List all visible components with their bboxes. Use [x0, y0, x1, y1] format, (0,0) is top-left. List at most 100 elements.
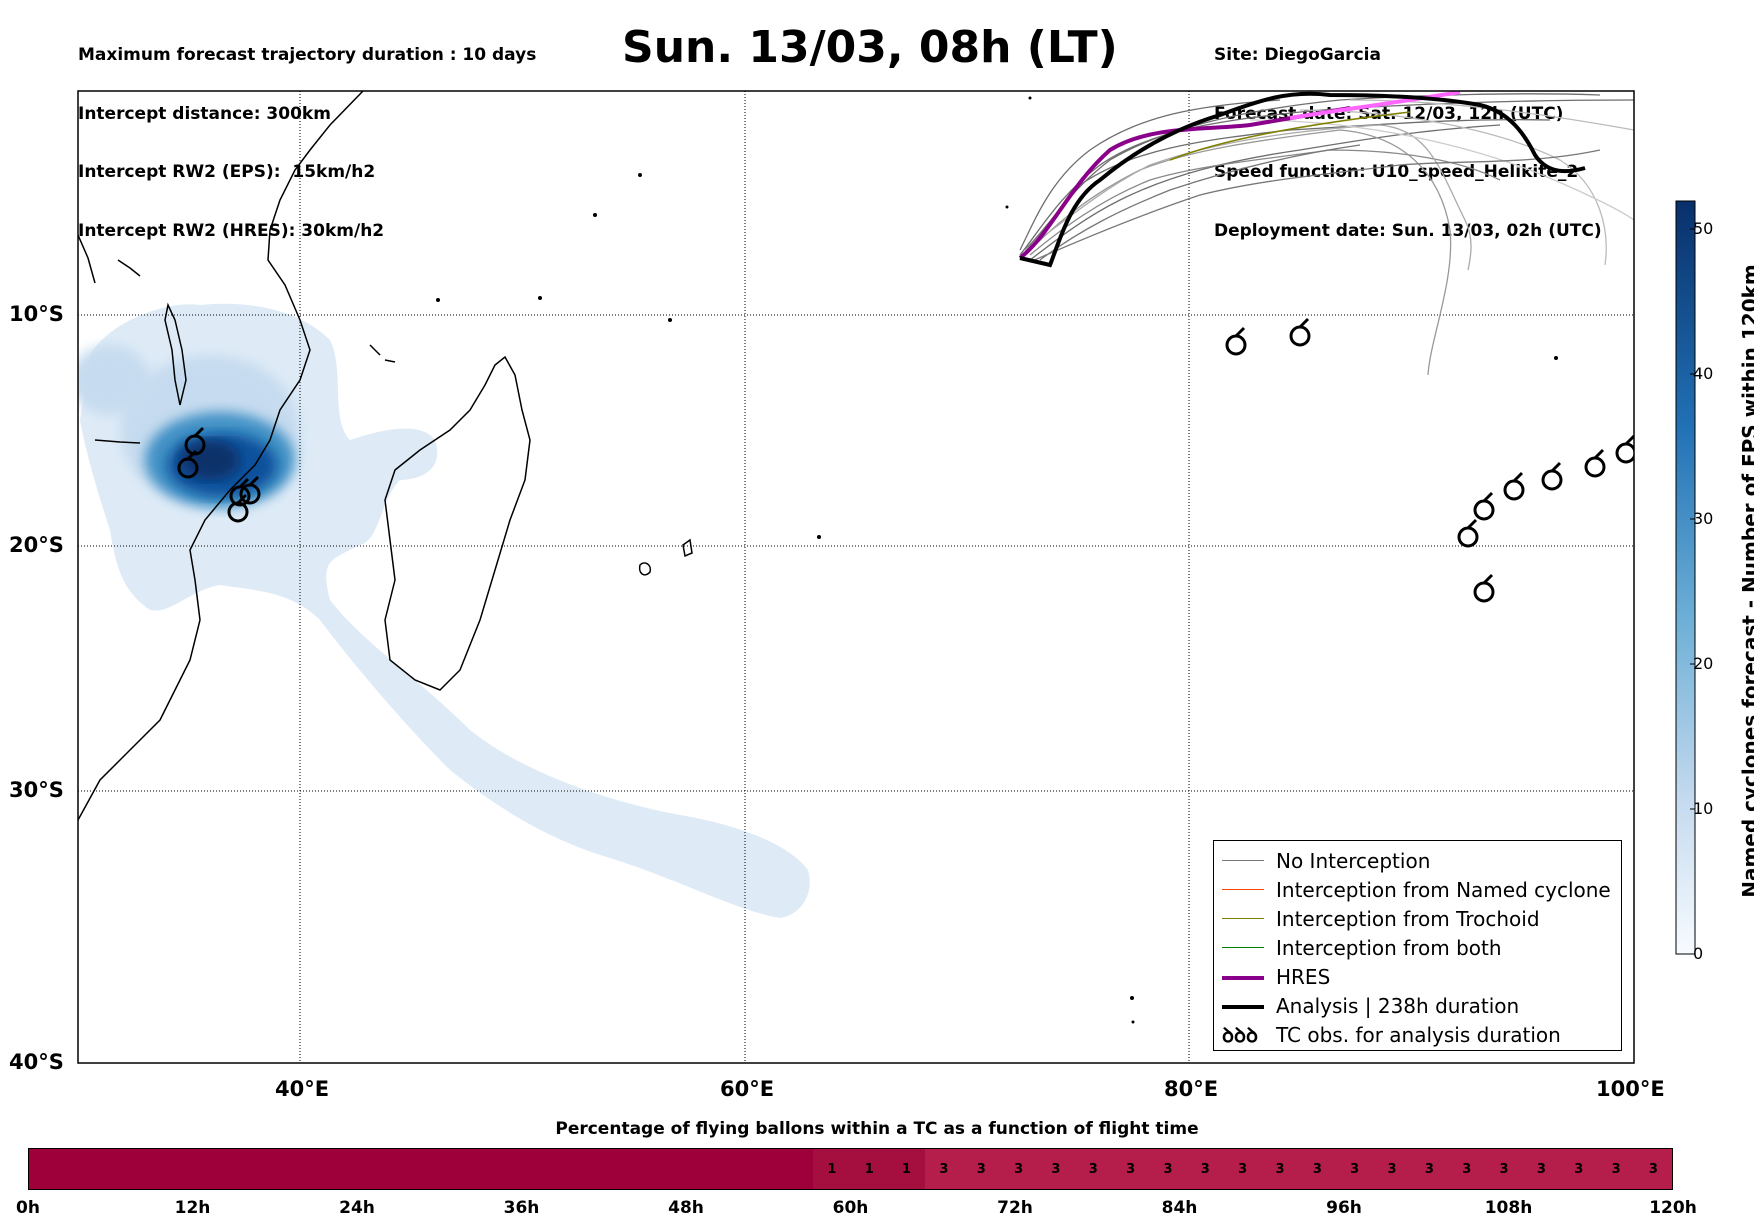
flight-bar-tick-label: 0h [16, 1198, 40, 1218]
tc-symbol [177, 449, 199, 479]
flight-bar-cell: 3 [1074, 1149, 1112, 1189]
lat-label-40s: 40°S [9, 1050, 64, 1074]
legend-swatch [1222, 947, 1264, 948]
lat-label-20s: 20°S [9, 533, 64, 557]
trajectory-no-interception [1019, 99, 1281, 251]
flight-bar-cell [253, 1149, 291, 1189]
lon-label-100e: 100°E [1596, 1077, 1665, 1101]
flight-bar-cell: 3 [1373, 1149, 1411, 1189]
tc-symbol [1289, 317, 1311, 347]
flight-bar-cell: 3 [1448, 1149, 1486, 1189]
flight-bar-cell [29, 1149, 67, 1189]
lon-label-60e: 60°E [720, 1077, 775, 1101]
flight-bar-cell: 3 [925, 1149, 963, 1189]
header-line-forecast-date: Forecast date: Sat. 12/03, 12h (UTC) [1214, 103, 1564, 124]
flight-bar-tick-label: 24h [339, 1198, 375, 1218]
colorbar-tick-20: 20 [1693, 654, 1714, 673]
island-dot [593, 213, 597, 217]
legend-item-trochoid: Interception from Trochoid [1214, 905, 1621, 933]
flight-bar-cell: 3 [1597, 1149, 1635, 1189]
legend-item-no-interception: No Interception [1214, 847, 1621, 875]
legend-item-analysis: Analysis | 238h duration [1214, 992, 1621, 1020]
trajectory-no-interception [1029, 149, 1601, 263]
africa-coastline [78, 91, 364, 821]
flight-bar-cell: 3 [962, 1149, 1000, 1189]
legend-item-hres: HRES [1214, 963, 1621, 991]
coastline-fragment-1 [78, 234, 96, 284]
header-left-info: Maximum forecast trajectory duration : 1… [78, 7, 536, 261]
tc-symbol [1457, 518, 1479, 548]
header-line-duration: Maximum forecast trajectory duration : 1… [78, 45, 537, 65]
legend-swatch [1222, 1005, 1264, 1009]
header-line-site: Site: DiegoGarcia [1214, 45, 1381, 65]
tc-symbol [1615, 434, 1634, 464]
header-line-rw2-hres: Intercept RW2 (HRES): 30km/h2 [78, 220, 385, 241]
legend-swatch [1222, 918, 1264, 919]
tc-symbol [229, 477, 251, 507]
island-dot [668, 318, 672, 322]
tc-symbol [239, 475, 261, 505]
mauritius-island [682, 538, 693, 558]
flight-bar-cell: 1 [813, 1149, 851, 1189]
trajectory-no-interception [1039, 144, 1361, 261]
flight-bar-cell: 3 [1522, 1149, 1561, 1189]
island-dot [1130, 996, 1134, 1000]
flight-bar-cell [626, 1149, 664, 1189]
flight-bar-cell [178, 1149, 216, 1189]
flight-bar-tick-label: 36h [503, 1198, 540, 1218]
trajectory-trochoid [1169, 111, 1411, 161]
legend-label: Interception from both [1276, 936, 1502, 960]
colorbar-title: Named cyclones forecast - Number of EPS … [1738, 264, 1754, 898]
flight-bar-cell [66, 1149, 104, 1189]
coastline-fragment-3 [369, 344, 396, 363]
island-dot [1005, 205, 1009, 209]
flight-bar-cell: 3 [1298, 1149, 1337, 1189]
flight-bar-cell [775, 1149, 814, 1189]
tc-symbol [1225, 326, 1247, 356]
header-line-deployment-date: Deployment date: Sun. 13/03, 02h (UTC) [1214, 220, 1602, 241]
flight-bar-cell: 3 [1111, 1149, 1150, 1189]
coastlines [78, 91, 693, 821]
island-dot [1554, 356, 1558, 360]
flight-bar-cell: 3 [999, 1149, 1038, 1189]
flight-bar-cell: 3 [1410, 1149, 1449, 1189]
island-dot [638, 173, 642, 177]
flight-bar-cell: 3 [1224, 1149, 1262, 1189]
colorbar-tick-10: 10 [1693, 799, 1714, 818]
tc-symbol [1473, 491, 1495, 521]
trajectory-hres-pink [1289, 91, 1461, 120]
trajectory-no-interception [1024, 124, 1472, 271]
tc-symbol-icon: ꝺꝺꝺ [1222, 1023, 1258, 1047]
small-islands [436, 96, 1558, 1024]
trajectory-no-interception [1029, 124, 1501, 261]
flight-bar-cell [103, 1149, 142, 1189]
tc-symbol [227, 493, 249, 523]
legend-item-both: Interception from both [1214, 934, 1621, 962]
trajectory-no-interception [1299, 109, 1607, 266]
trajectory-no-interception [1019, 99, 1634, 256]
legend-item-tc-obs: ꝺꝺꝺ TC obs. for analysis duration [1214, 1021, 1621, 1049]
flight-bar-cell [477, 1149, 515, 1189]
colorbar-tick-0: 0 [1693, 944, 1704, 963]
tc-symbol [1541, 461, 1563, 491]
flight-bar-cell [514, 1149, 552, 1189]
flight-bar-cell: 3 [1149, 1149, 1187, 1189]
flight-bar-tick-label: 12h [174, 1198, 211, 1218]
flight-bar-tick-label: 48h [668, 1198, 704, 1218]
trajectory-no-interception [1349, 99, 1634, 131]
colorbar-gradient [1675, 200, 1696, 955]
header-line-rw2-eps: Intercept RW2 (EPS): 15km/h2 [78, 162, 376, 182]
colorbar-tick-marks [1690, 228, 1695, 955]
flight-bar-cell [551, 1149, 590, 1189]
legend-label: TC obs. for analysis duration [1276, 1023, 1561, 1047]
island-dot [436, 298, 440, 302]
colorbar-tick-30: 30 [1693, 509, 1714, 528]
flight-bar-cell: 1 [850, 1149, 888, 1189]
flight-bar-cell [402, 1149, 440, 1189]
flight-bar-cell: 3 [1186, 1149, 1224, 1189]
legend-item-named-cyclone: Interception from Named cyclone [1214, 876, 1621, 904]
flight-bar-cell: 3 [1560, 1149, 1598, 1189]
legend-label: Interception from Named cyclone [1276, 878, 1611, 902]
map-legend: No Interception Interception from Named … [1213, 840, 1622, 1051]
